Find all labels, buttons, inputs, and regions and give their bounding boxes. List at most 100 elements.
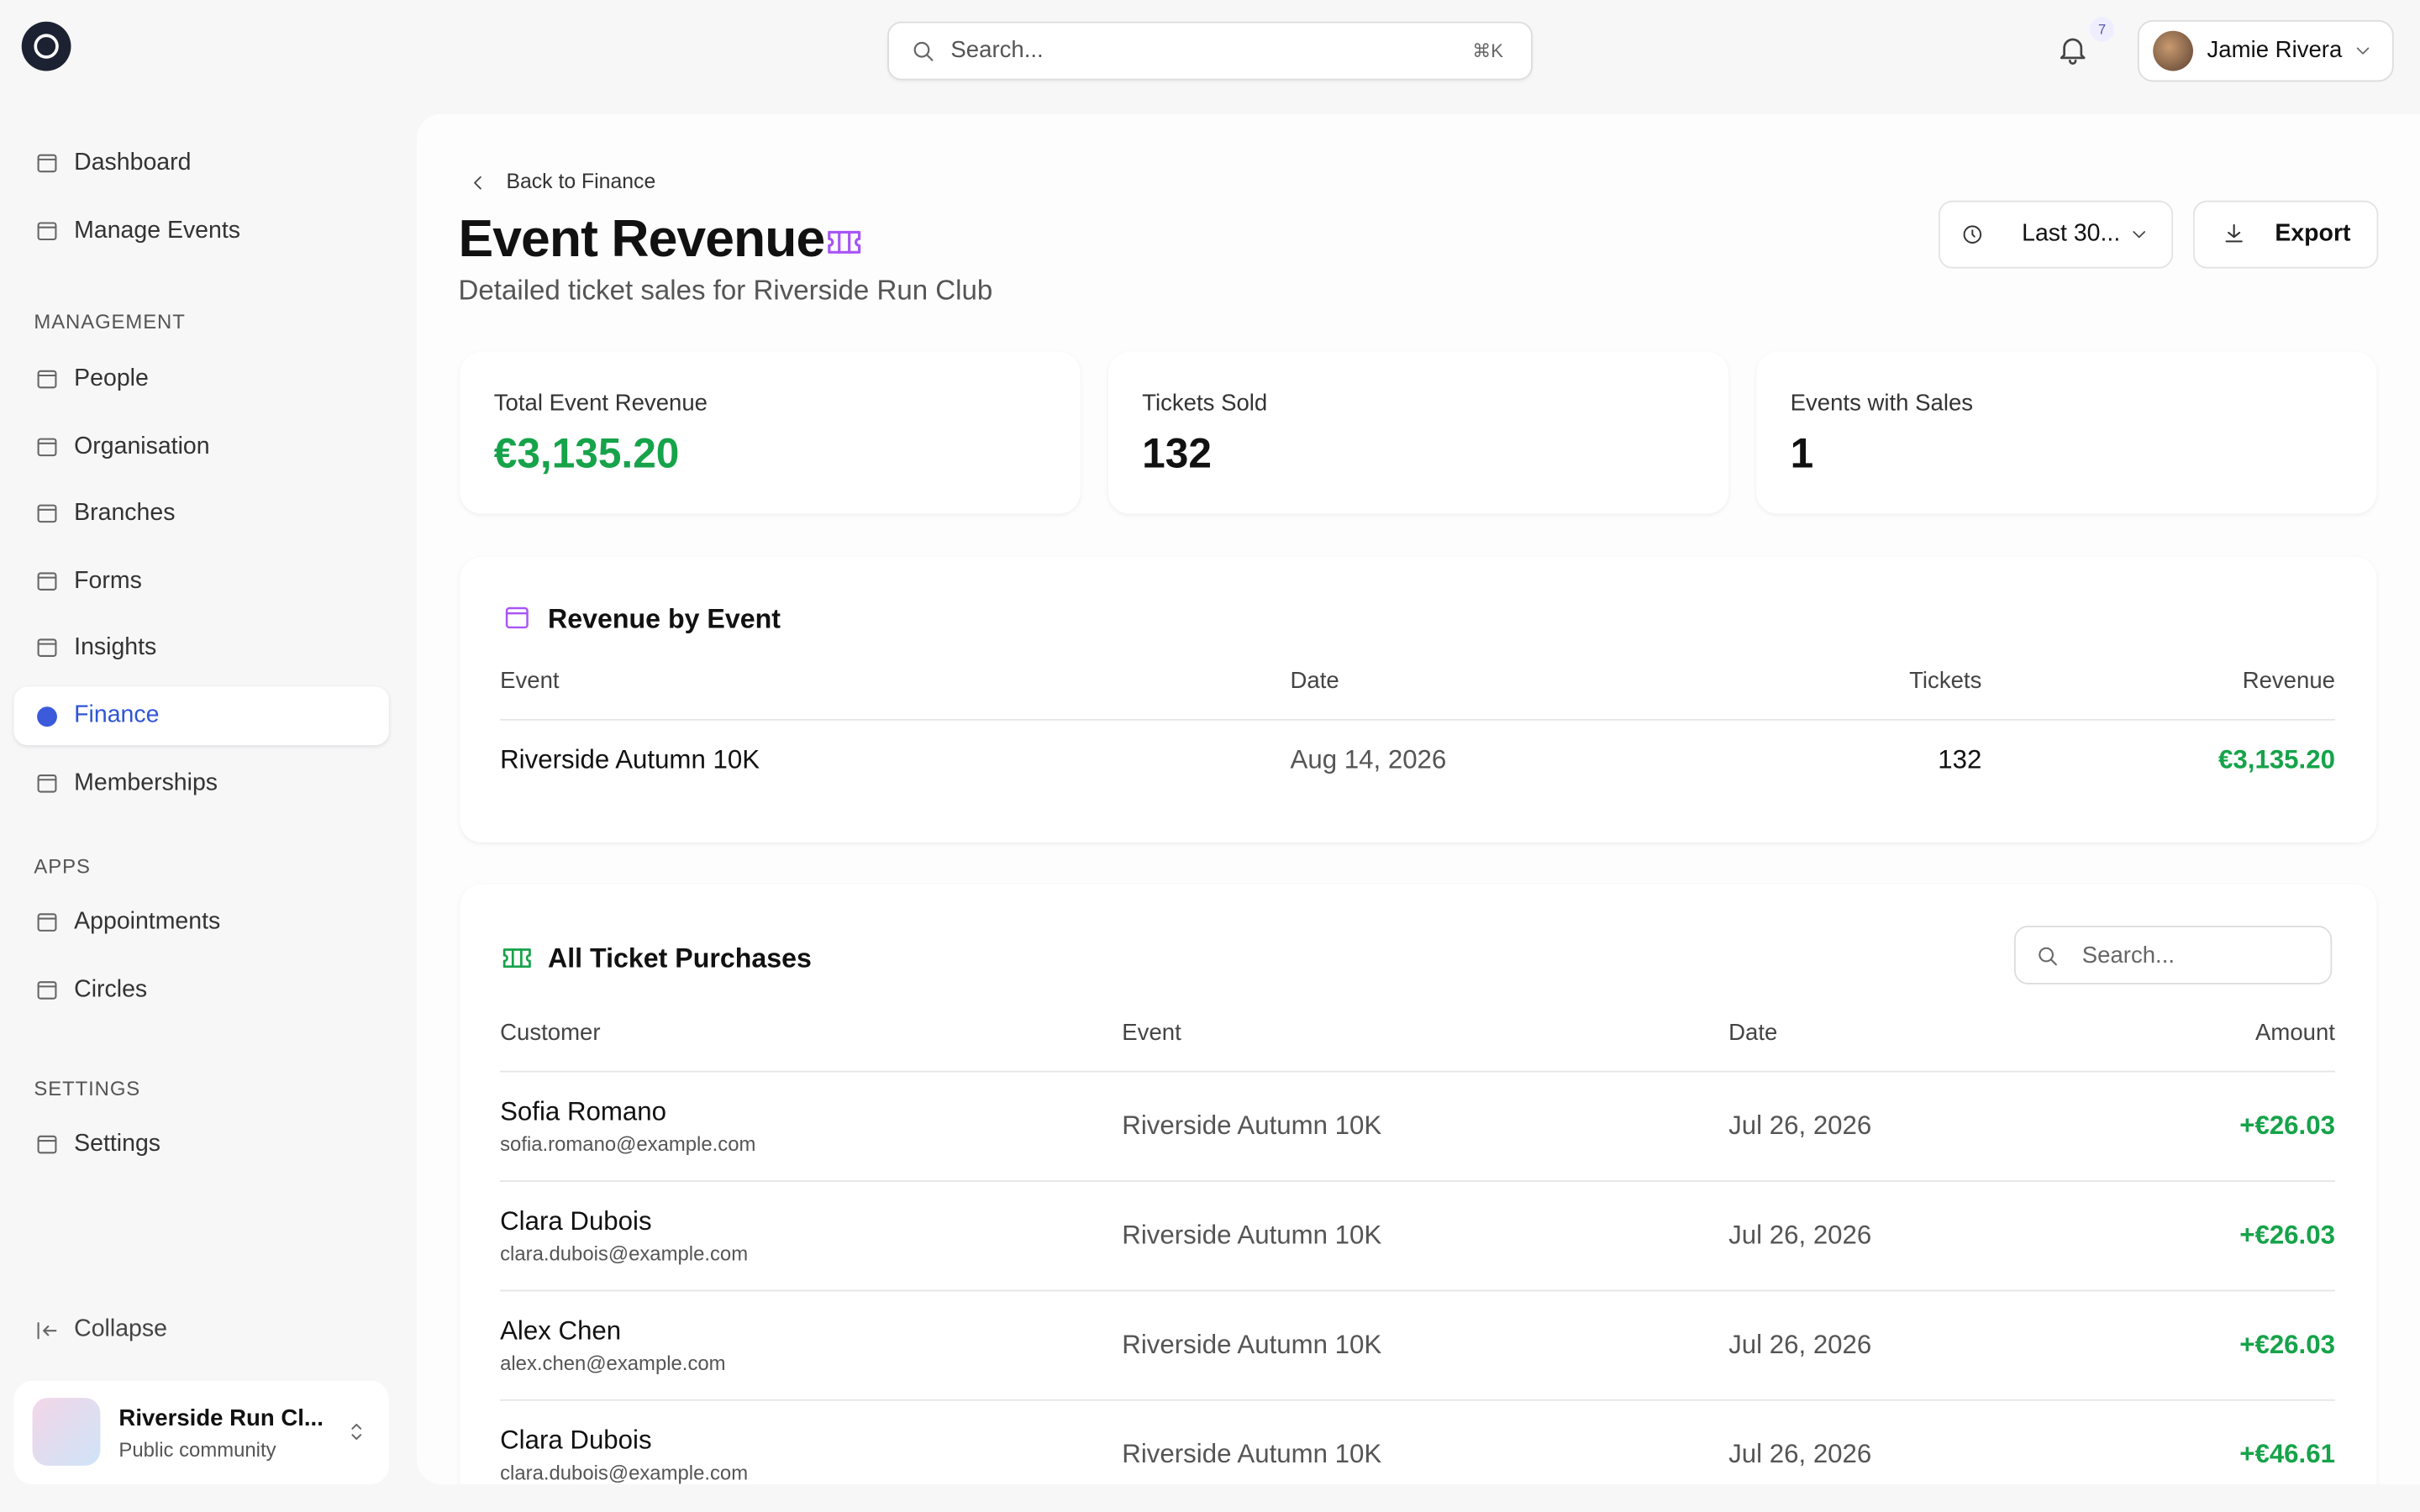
user-menu[interactable]: Jamie Rivera	[2137, 19, 2394, 82]
section-label: SETTINGS	[34, 1077, 141, 1100]
nav-icon	[37, 437, 57, 456]
revenue-card: Revenue by Event Event Date Tickets Revenue R…	[460, 557, 2377, 843]
customer-name: Clara Dubois	[500, 1206, 652, 1236]
event-cell: Riverside Autumn 10K	[1122, 1220, 1382, 1250]
nav-item[interactable]: Organisation	[14, 417, 389, 476]
nav-label: Branches	[74, 500, 176, 527]
org-name: Riverside Run Cl...	[118, 1405, 324, 1432]
date-cell: Jul 26, 2026	[1728, 1110, 1872, 1141]
section-label: APPS	[34, 854, 91, 879]
stat-value: €3,135.20	[493, 430, 680, 477]
divider	[500, 718, 2335, 721]
date-cell: Jul 26, 2026	[1728, 1220, 1872, 1250]
search-icon	[2039, 947, 2057, 966]
title-icon	[828, 230, 861, 254]
stat-label: Total Event Revenue	[493, 390, 708, 417]
nav-item[interactable]: Appointments	[14, 893, 389, 952]
amount-cell: +€46.61	[2239, 1439, 2335, 1469]
amount-cell: +€26.03	[2239, 1220, 2335, 1250]
nav-label: Dashboard	[74, 150, 192, 176]
customer-email: sofia.romano@example.com	[500, 1132, 756, 1156]
download-icon	[2225, 223, 2243, 243]
nav-icon	[37, 504, 57, 523]
stat-card: Total Event Revenue €3,135.20	[460, 351, 1081, 514]
table-cell: Riverside Autumn 10K	[500, 745, 760, 775]
divider	[500, 1180, 2335, 1182]
section-label: MANAGEMENT	[34, 310, 186, 333]
nav-item[interactable]: Settings	[14, 1116, 389, 1174]
collapse-icon	[37, 1322, 57, 1340]
table-cell: €3,135.20	[2218, 745, 2335, 775]
nav-icon	[37, 774, 57, 792]
ticket-icon	[502, 948, 531, 969]
nav-label: Manage Events	[74, 217, 241, 244]
column-header: Date	[1290, 668, 1339, 695]
event-cell: Riverside Autumn 10K	[1122, 1110, 1382, 1141]
search-bar[interactable]: Search... ⌘K	[887, 21, 1533, 81]
purchases-card: All Ticket Purchases Search... Customer Eve…	[460, 884, 2377, 1484]
nav-item[interactable]: People	[14, 350, 389, 409]
nav-label: Forms	[74, 567, 142, 594]
stat-label: Events with Sales	[1790, 390, 1974, 417]
nav-label: Memberships	[74, 769, 218, 796]
back-icon	[474, 176, 481, 190]
amount-cell: +€26.03	[2239, 1110, 2335, 1141]
column-header: Tickets	[1909, 668, 1982, 695]
nav-item[interactable]: Insights	[14, 619, 389, 678]
customer-email: clara.dubois@example.com	[500, 1242, 749, 1266]
clock-icon	[1963, 225, 1982, 244]
nav-item[interactable]: Memberships	[14, 753, 389, 812]
column-header: Revenue	[2242, 668, 2335, 695]
back-link[interactable]: Back to Finance	[506, 170, 656, 193]
customer-email: alex.chen@example.com	[500, 1351, 726, 1375]
nav-label: Organisation	[74, 433, 210, 459]
stat-card: Events with Sales 1	[1756, 351, 2377, 514]
stat-card: Tickets Sold 132	[1107, 351, 1729, 514]
nav-item[interactable]: Dashboard	[14, 134, 389, 193]
search-icon	[913, 41, 934, 61]
date-cell: Jul 26, 2026	[1728, 1439, 1872, 1469]
bell-icon	[2060, 38, 2086, 65]
page-title: Event Revenue	[458, 209, 826, 269]
column-header: Event	[500, 668, 560, 695]
nav-label: Appointments	[74, 908, 221, 936]
column-header: Customer	[500, 1020, 601, 1047]
nav-icon-active	[37, 706, 57, 727]
org-switcher[interactable]: Riverside Run Cl... Public community	[13, 1380, 389, 1484]
nav-label: People	[74, 365, 149, 392]
customer-name: Sofia Romano	[500, 1096, 666, 1126]
shortcut: ⌘K	[1472, 39, 1503, 62]
nav-item[interactable]: Finance	[13, 686, 389, 746]
customer-name: Alex Chen	[500, 1315, 622, 1346]
search-placeholder: Search...	[950, 37, 1044, 64]
export-button[interactable]: Export	[2193, 200, 2379, 269]
stat-value: 1	[1790, 430, 1814, 477]
period-button[interactable]: Last 30...	[1938, 200, 2174, 269]
nav-icon	[37, 980, 57, 999]
period-label: Last 30...	[2022, 220, 2121, 247]
table-cell: 132	[1938, 745, 1982, 775]
chevron	[2133, 231, 2146, 239]
nav-icon	[37, 370, 57, 389]
collapse[interactable]: Collapse	[74, 1315, 167, 1342]
nav-icon	[37, 222, 57, 241]
table-cell: Aug 14, 2026	[1290, 745, 1447, 775]
column-header: Amount	[2255, 1020, 2335, 1047]
nav-item[interactable]: Forms	[14, 552, 389, 611]
date-cell: Jul 26, 2026	[1728, 1330, 1872, 1360]
nav-item[interactable]: Manage Events	[14, 202, 389, 261]
customer-email: clara.dubois@example.com	[500, 1461, 749, 1484]
table-search[interactable]: Search...	[2013, 926, 2333, 984]
nav-item[interactable]: Circles	[14, 961, 389, 1020]
stat-label: Tickets Sold	[1142, 390, 1268, 417]
nav-icon	[37, 154, 57, 173]
nav-label: Finance	[74, 701, 160, 728]
nav-icon	[37, 1135, 57, 1154]
event-cell: Riverside Autumn 10K	[1122, 1330, 1382, 1360]
logo[interactable]	[21, 21, 71, 71]
nav-item[interactable]: Branches	[14, 485, 389, 543]
amount-cell: +€26.03	[2239, 1330, 2335, 1360]
nav-label: Circles	[74, 975, 148, 1003]
